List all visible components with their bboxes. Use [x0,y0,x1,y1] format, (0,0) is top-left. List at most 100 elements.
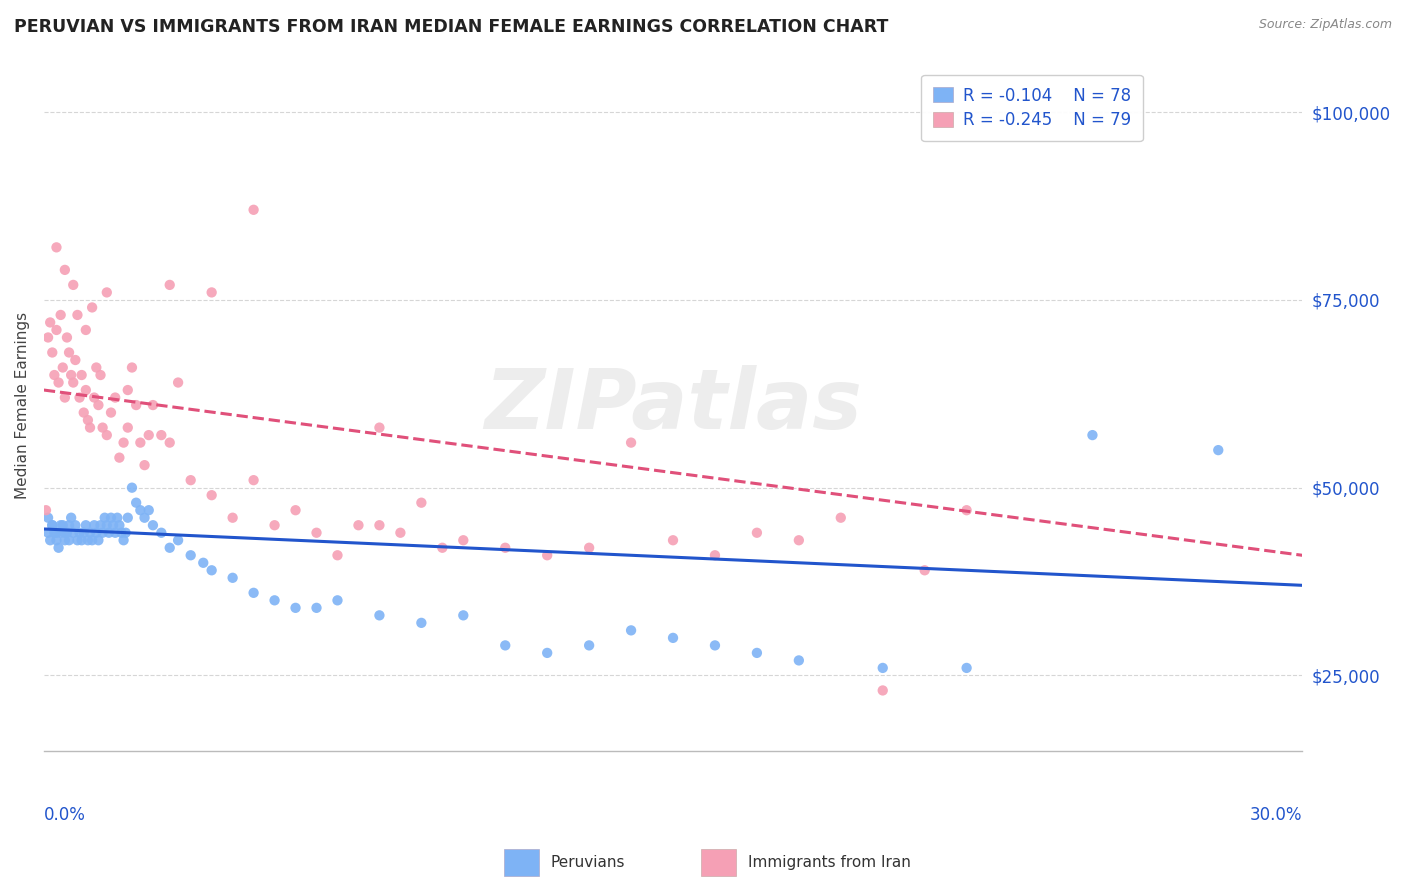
Point [201,563,224,577]
Y-axis label: Median Female Earnings: Median Female Earnings [15,311,30,499]
Point [96,428,118,442]
Point [193,556,215,570]
Point [56,525,79,540]
Point [79,420,101,434]
Point [53,263,76,277]
Point [83,391,105,405]
Point [494,639,516,653]
Point [263,593,285,607]
Point [65,518,87,533]
Point [159,541,181,555]
Point [242,586,264,600]
Point [70,533,93,548]
Point [955,503,977,517]
Point [83,518,105,533]
Point [494,541,516,555]
Point [44,525,66,540]
Point [1206,443,1229,458]
Point [745,646,768,660]
Point [117,420,139,434]
Point [69,525,91,540]
Point [73,406,96,420]
Text: 0.0%: 0.0% [44,805,86,824]
Legend: R = -0.104    N = 78, R = -0.245    N = 79: R = -0.104 N = 78, R = -0.245 N = 79 [921,75,1143,141]
Point [39,315,62,329]
Text: Immigrants from Iran: Immigrants from Iran [748,855,911,870]
Point [453,608,475,623]
Point [60,368,83,382]
Point [49,518,72,533]
Point [620,435,643,450]
Point [62,525,84,540]
Text: PERUVIAN VS IMMIGRANTS FROM IRAN MEDIAN FEMALE EARNINGS CORRELATION CHART: PERUVIAN VS IMMIGRANTS FROM IRAN MEDIAN … [14,18,889,36]
Point [263,518,285,533]
Point [117,383,139,397]
Point [49,525,72,540]
Point [787,653,810,667]
Point [180,473,202,487]
Point [73,525,96,540]
Point [58,345,80,359]
Point [578,639,600,653]
Point [62,376,84,390]
Point [284,503,307,517]
Point [201,488,224,502]
Point [221,510,243,524]
Point [108,450,131,465]
Point [150,428,173,442]
Point [167,533,190,548]
Point [125,398,148,412]
Point [37,510,59,524]
Text: ZIPatlas: ZIPatlas [484,365,862,446]
Point [77,413,100,427]
Point [150,525,173,540]
Point [45,240,67,254]
Point [66,533,89,548]
Point [305,600,328,615]
Point [662,533,685,548]
Point [121,481,143,495]
Point [167,376,190,390]
Point [745,525,768,540]
Point [138,503,160,517]
Point [82,533,104,548]
Point [121,360,143,375]
Point [872,661,894,675]
Point [69,391,91,405]
Point [48,376,70,390]
Point [129,503,152,517]
Point [180,548,202,562]
Point [35,503,58,517]
Point [955,661,977,675]
Point [101,518,124,533]
Point [662,631,685,645]
Point [100,406,122,420]
Point [142,518,165,533]
Text: Peruvians: Peruvians [551,855,626,870]
Point [77,533,100,548]
Point [112,435,135,450]
Point [326,593,349,607]
Point [142,398,165,412]
Point [49,308,72,322]
Point [53,533,76,548]
Point [75,383,97,397]
Point [242,473,264,487]
Point [704,639,727,653]
Point [114,525,136,540]
Point [37,525,59,540]
Point [787,533,810,548]
Point [41,518,63,533]
Point [96,285,118,300]
Point [79,525,101,540]
Point [60,510,83,524]
Point [45,525,67,540]
Point [66,308,89,322]
Point [125,496,148,510]
Point [87,398,110,412]
Point [39,533,62,548]
Point [347,518,370,533]
Text: 30.0%: 30.0% [1250,805,1302,824]
Point [201,285,224,300]
Point [89,368,111,382]
